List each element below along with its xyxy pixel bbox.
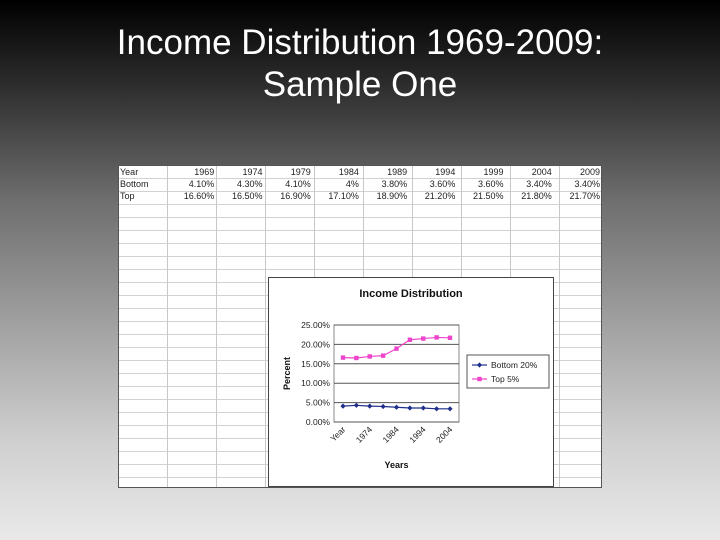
table-cell: 17.10% [328,191,359,201]
chart-title: Income Distribution [359,288,463,300]
chart-svg: Income Distribution 0.00% 5.00% 10.00% 15.00… [282,288,550,470]
x-tick-label: 1984 [380,424,401,445]
table-cell: 1969 [194,167,215,177]
data-point [380,403,386,410]
data-point [353,402,359,408]
data-point [434,335,439,340]
data-point [407,405,413,411]
table-cell: 4.30% [236,179,263,189]
table-cell: 3.40% [574,179,600,189]
slide-title-line-1: Income Distribution 1969-2009: [116,23,604,62]
x-tick-label: 1994 [407,424,428,445]
data-point [447,406,453,412]
slide-title-line-2: Sample One [262,65,458,104]
data-point [340,403,346,409]
table-cell: 1989 [387,167,408,177]
legend-marker [476,362,483,368]
legend-marker [477,376,482,382]
x-axis-label: Years [384,460,408,470]
table-cell: 4% [345,179,359,189]
table-cell: 1974 [242,167,263,177]
data-point [421,336,426,341]
table-cell: 3.80% [381,179,408,189]
table-cell: 1979 [290,167,311,177]
data-point [380,353,386,358]
table-cell: 2004 [531,167,552,177]
data-point [394,346,399,351]
x-tick-label: 2004 [434,424,455,445]
table-cell: 21.20% [424,191,456,201]
y-tick-label: 0.00% [306,417,331,427]
data-point [393,404,400,410]
data-point [340,355,346,360]
table-cell: 4.10% [188,179,215,189]
data-point [447,335,453,341]
table-cell: 21.70% [569,191,600,201]
y-tick-label: 25.00% [301,320,330,330]
data-point [367,403,373,409]
table-cell: 3.60% [429,179,456,189]
x-tick-label: Year [328,424,347,443]
data-point [367,354,372,359]
table-cell: 1999 [483,167,504,177]
row-label: Top [120,191,135,201]
table-cell: 21.80% [521,191,552,201]
table-cell: 16.50% [231,191,263,201]
legend-label: Top 5% [491,374,520,384]
y-tick-label: 5.00% [306,398,331,408]
legend-label: Bottom 20% [491,360,538,370]
table-cell: 18.90% [376,191,408,201]
row-label: Bottom [120,179,149,189]
table-cell: 16.60% [183,191,215,201]
data-point [407,337,413,342]
data-table: Year 1969 1974 1979 1984 1989 1994 1999 2004 2009… [119,166,601,202]
data-point [434,406,440,412]
data-point [354,355,359,361]
table-row: Year 1969 1974 1979 1984 1989 1994 1999 2004 2009 [119,166,601,178]
y-tick-label: 15.00% [301,359,330,369]
table-cell: 3.40% [526,179,552,189]
data-point [420,405,426,411]
table-cell: 16.90% [280,191,311,201]
y-axis-label: Percent [282,357,292,390]
table-cell: 1994 [435,167,456,177]
table-cell: 2009 [579,167,600,177]
income-distribution-chart: Income Distribution 0.00% 5.00% 10.00% 15.00… [268,277,554,487]
table-cell: 21.50% [473,191,504,201]
slide-title: Income Distribution 1969-2009: Sample On… [0,22,720,106]
x-tick-label: 1974 [354,424,375,445]
y-tick-label: 20.00% [301,339,330,349]
table-cell: 4.10% [285,179,311,189]
table-row: Bottom 4.10% 4.30% 4.10% 4% 3.80% 3.60% 3.60% 3.… [119,178,601,190]
table-row: Top 16.60% 16.50% 16.90% 17.10% 18.90% 21.20% 2… [119,190,601,202]
table-cell: 1984 [338,167,359,177]
row-label: Year [120,167,139,177]
table-cell: 3.60% [478,179,504,189]
y-tick-label: 10.00% [301,378,330,388]
legend-box [466,354,550,389]
